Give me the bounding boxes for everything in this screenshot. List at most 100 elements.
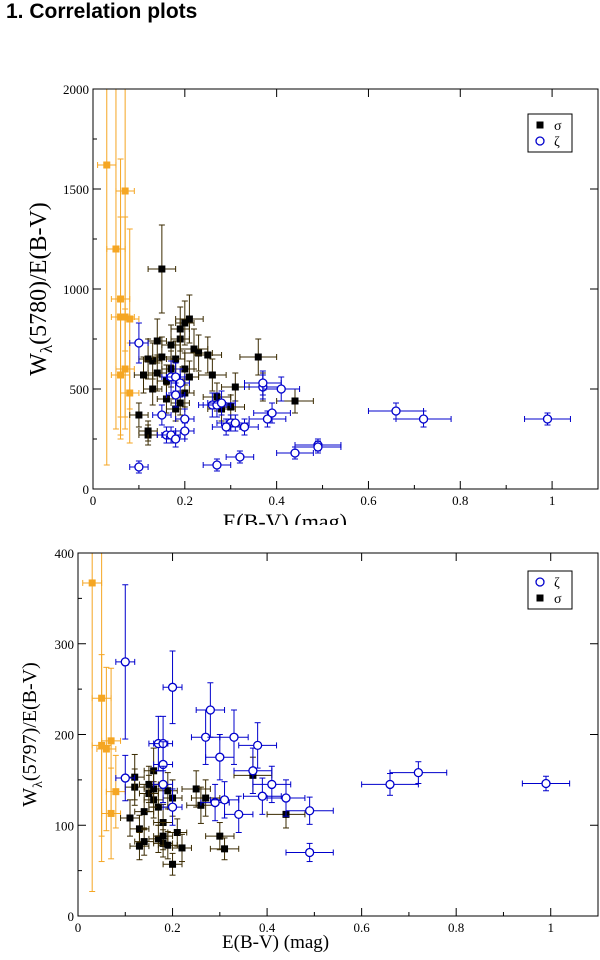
data-point <box>102 745 110 753</box>
x-tick-label: 0.6 <box>354 920 371 935</box>
data-point <box>144 427 152 435</box>
series-zeta <box>129 322 571 474</box>
data-point <box>140 371 147 379</box>
data-point <box>385 779 395 790</box>
data-point <box>162 395 170 403</box>
data-point <box>204 351 212 359</box>
data-point <box>140 838 148 846</box>
data-point <box>267 408 277 418</box>
x-axis-label: E(B-V) (mag) <box>222 932 329 953</box>
chart-w5780: 0 0.2 0.4 0.6 0.8 1 0 500 1000 1500 2000 E(B-V) (ma… <box>26 82 599 525</box>
data-point <box>126 389 134 397</box>
data-point <box>158 353 166 361</box>
data-point <box>216 832 224 840</box>
data-point <box>126 814 134 822</box>
data-point <box>112 788 120 796</box>
x-tick-label: 0.8 <box>452 493 468 508</box>
data-point <box>164 787 172 795</box>
x-tick-label: 0 <box>90 493 97 508</box>
data-point <box>542 414 553 424</box>
data-point <box>178 844 186 852</box>
data-point <box>120 657 130 667</box>
data-point <box>153 369 161 377</box>
data-point <box>149 385 157 393</box>
data-point <box>202 794 210 802</box>
data-point <box>229 732 239 742</box>
data-point <box>181 319 189 327</box>
y-tick-label: 2000 <box>63 82 89 97</box>
data-point <box>210 797 220 808</box>
data-point <box>134 462 144 472</box>
y-tick-label: 0 <box>83 482 90 497</box>
data-point <box>107 809 115 817</box>
data-point <box>230 418 240 428</box>
data-point <box>162 377 170 385</box>
data-point <box>281 793 291 803</box>
y-tick-label: 200 <box>55 728 75 743</box>
legend-marker-zeta <box>535 136 545 146</box>
data-point <box>418 414 429 424</box>
x-axis-label: E(B-V) (mag) <box>223 509 347 525</box>
legend-box <box>527 113 573 153</box>
data-point <box>176 325 184 333</box>
y-tick-label: 0 <box>68 909 75 924</box>
data-point <box>219 795 230 805</box>
legend-marker-sigma <box>536 121 544 129</box>
x-tick-label: 0 <box>75 920 82 935</box>
series-orange <box>97 89 140 466</box>
series-sigma <box>120 747 306 876</box>
data-point <box>135 842 143 850</box>
data-point <box>235 452 245 462</box>
data-point <box>164 841 172 849</box>
series-orange <box>82 553 126 892</box>
data-point <box>190 345 198 353</box>
data-point <box>167 802 178 812</box>
data-point <box>192 785 200 793</box>
data-point <box>98 741 106 749</box>
x-tick-label: 1 <box>549 493 556 508</box>
y-tick-label: 100 <box>55 818 75 833</box>
data-point <box>157 410 167 420</box>
data-point <box>304 847 315 858</box>
legend-marker-zeta <box>535 577 545 587</box>
data-point <box>154 835 162 843</box>
data-point <box>167 341 175 349</box>
data-point <box>208 371 216 379</box>
data-point <box>121 365 129 373</box>
data-point <box>158 265 166 273</box>
data-point <box>135 411 143 419</box>
data-point <box>541 778 551 789</box>
x-tick-label: 0.2 <box>164 920 180 935</box>
data-point <box>140 808 148 816</box>
data-point <box>239 422 250 432</box>
data-point <box>291 397 299 405</box>
data-point <box>248 766 258 776</box>
data-point <box>391 406 401 416</box>
legend-box <box>527 570 573 610</box>
page-title: 1. Correlation plots <box>6 0 198 23</box>
data-point <box>276 384 286 394</box>
x-tick-label: 0.4 <box>259 920 276 935</box>
data-point <box>88 579 96 587</box>
plot-frame <box>92 88 599 490</box>
data-point <box>126 315 134 323</box>
data-point <box>176 399 184 407</box>
data-point <box>195 349 203 357</box>
data-point <box>159 832 167 840</box>
data-point <box>215 752 225 762</box>
data-point <box>304 806 315 816</box>
data-point <box>216 398 227 408</box>
data-point <box>153 337 161 345</box>
legend: σζ <box>527 113 573 153</box>
x-tick-label: 1 <box>547 920 554 935</box>
data-point <box>234 809 244 820</box>
legend-label: σ <box>554 119 562 134</box>
data-point <box>145 780 153 788</box>
data-point <box>257 791 268 801</box>
x-tick-label: 0.6 <box>360 493 377 508</box>
y-tick-label: 300 <box>55 637 75 652</box>
data-point <box>181 365 189 373</box>
data-point <box>185 373 193 381</box>
y-axis-label: Wλ(5797)/E(B-V) <box>19 662 46 807</box>
data-point <box>262 414 273 424</box>
